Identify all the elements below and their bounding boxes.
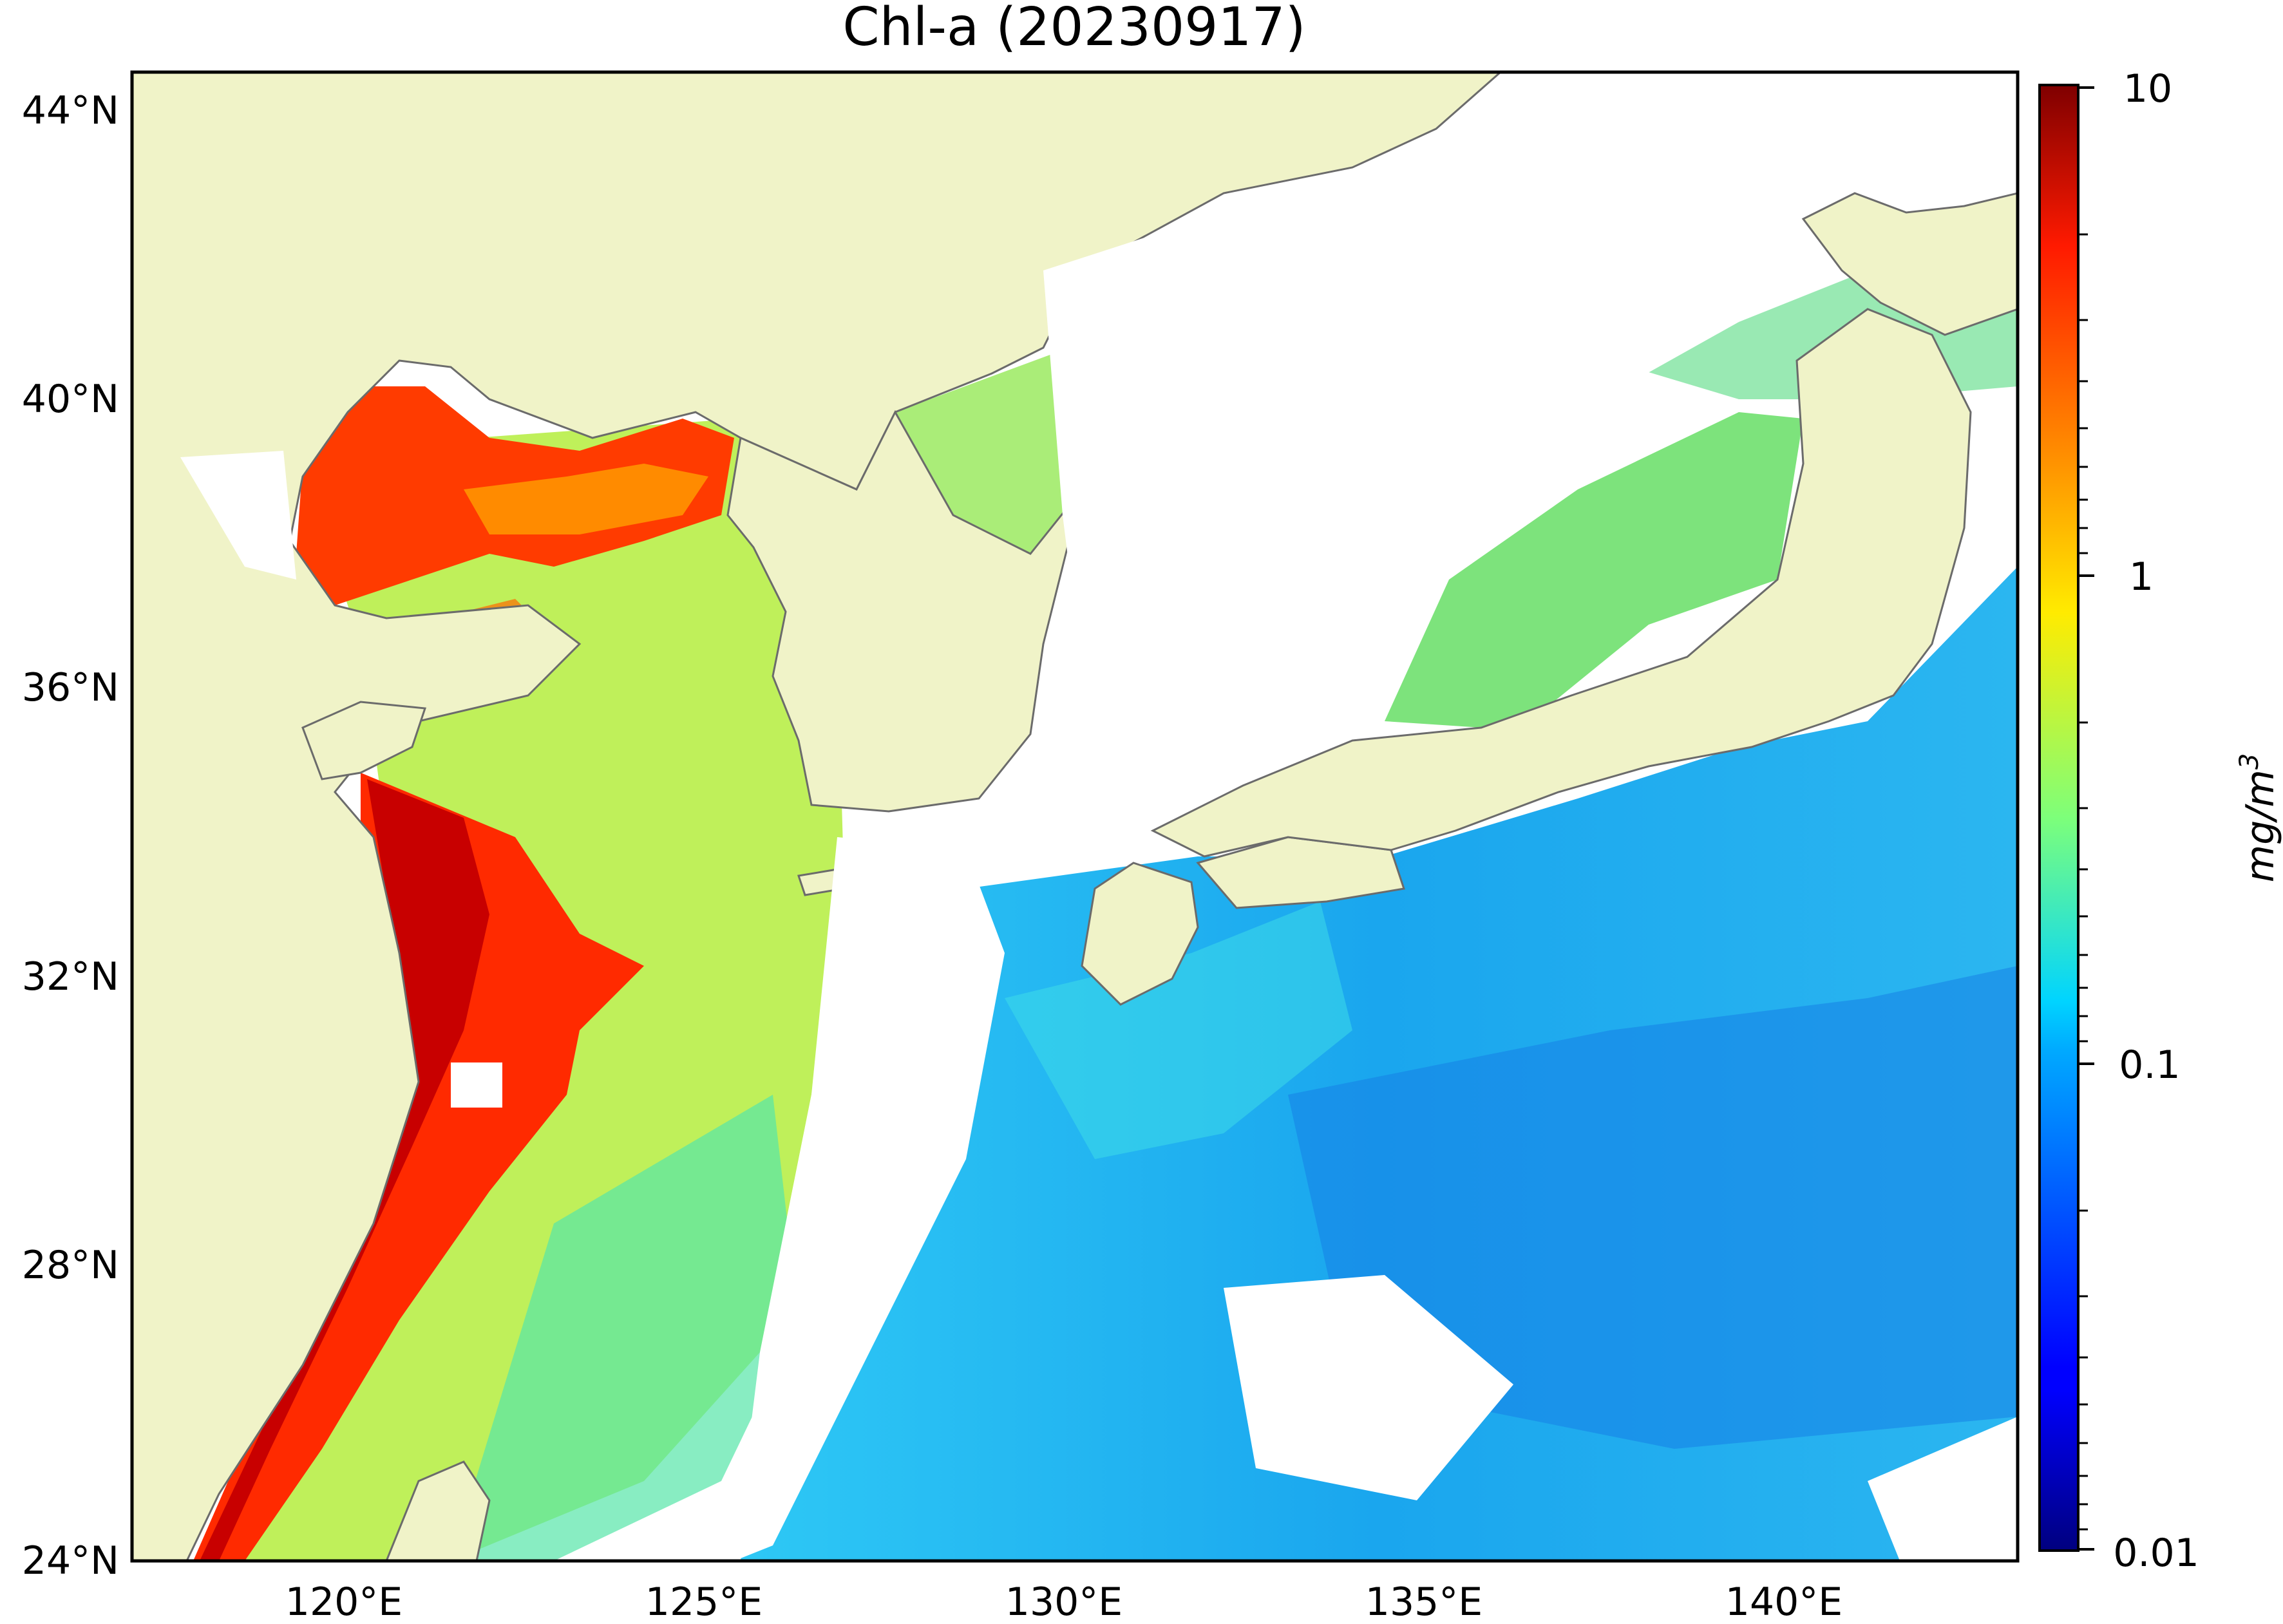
lon-tick-label: 130°E [1005,1580,1123,1624]
lon-tick-label: 125°E [645,1580,763,1624]
colorbar-major-ticks [2078,86,2094,1551]
cloud-gap-bohai-west [180,451,296,580]
coastal-very-high-chl [200,779,489,1561]
honshu [1150,308,1972,858]
colorbar-tick-label: 1 [2129,554,2154,600]
map-border [130,70,2020,1563]
colorbar-tick-label: 0.1 [2119,1043,2180,1088]
colorbar-unit-label: mg/m3 [2235,753,2283,883]
korean-peninsula [726,410,1083,813]
yellow-sea-cyan-edge [451,1095,799,1561]
hokkaido [1801,192,2018,336]
lon-tick-label: 120°E [285,1580,403,1624]
taiwan [385,1460,491,1561]
colorbar-unit-text: mg/m [2238,770,2283,882]
cloud-gap-north-japan-sea [1043,103,1803,773]
ocean-cyan-kuroshio [1005,902,1352,1159]
lon-tick-label: 140°E [1725,1580,1843,1624]
cloud-gap-southeast [1868,1417,2018,1561]
cloud-gap-east [1224,1275,1513,1500]
cloud-gap-central [734,837,1005,1561]
lon-axis: 120°E 125°E 130°E 135°E 140°E [285,1580,1843,1624]
colorbar-gradient [2038,84,2079,1552]
lat-axis: 44°N 40°N 36°N 32°N 28°N 24°N [22,88,119,1583]
sea-of-japan-chl [1385,412,1803,728]
korea-east-coast-chl [895,348,1082,554]
cloud-gap-shanghai [451,1062,502,1108]
lat-tick-label: 24°N [22,1538,119,1583]
lat-tick-label: 32°N [22,954,119,999]
shandong-peninsula [301,701,427,780]
lat-tick-label: 28°N [22,1243,119,1288]
colorbar-tick-label: 10 [2123,66,2172,111]
colorbar: 10 1 0.1 0.01 mg/m3 [2038,66,2283,1576]
land [132,72,2018,1561]
colorbar-unit-sup: 3 [2235,753,2264,770]
colorbar-minor-ticks [2078,233,2088,1531]
lat-tick-label: 40°N [22,377,119,422]
cloud-gaps [180,103,2018,1561]
colorbar-tick-label: 0.01 [2113,1531,2199,1576]
lat-tick-label: 44°N [22,88,119,133]
ocean-deep-blue-patch [1288,966,2018,1449]
map-title: Chl-a (20230917) [842,0,1305,58]
lon-tick-label: 135°E [1365,1580,1483,1624]
lat-tick-label: 36°N [22,665,119,710]
bohai-mid-chl [464,464,708,534]
kyushu [1081,862,1199,1006]
map-panel [132,72,2018,1561]
